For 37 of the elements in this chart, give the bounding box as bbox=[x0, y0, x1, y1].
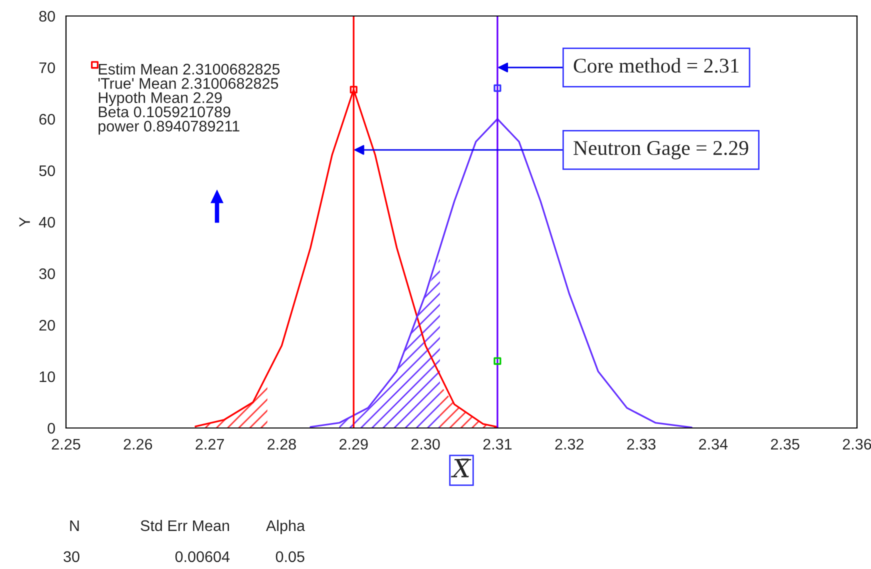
point bbox=[90, 61, 99, 69]
y-tick-label: 20 bbox=[39, 320, 55, 331]
x-tick-label: 2.35 bbox=[770, 438, 800, 450]
y-tick-label: 30 bbox=[39, 268, 55, 280]
x-tick-label: 2.31 bbox=[483, 438, 512, 450]
annotation: Core method = 2.31 bbox=[574, 58, 739, 73]
text: Std Err Mean bbox=[140, 520, 230, 532]
y-tick-label: 60 bbox=[39, 114, 55, 125]
x-tick-label: 2.28 bbox=[268, 438, 296, 450]
annotation: Neutron Gage = 2.29 bbox=[574, 141, 748, 160]
text: 30 bbox=[64, 551, 80, 562]
x-tick-label: 2.36 bbox=[842, 438, 871, 450]
point bbox=[350, 86, 358, 94]
y-tick-label: 10 bbox=[40, 371, 55, 382]
annotation: Estim Mean 2.3100682825 'True' Mean 2.3100682825 Hypoth Mean 2.29 Beta 0.1059210789 power 0.8940789211 bbox=[98, 63, 280, 135]
x-axis-title: X̄ bbox=[450, 458, 472, 478]
y-tick-label: 40 bbox=[38, 216, 55, 228]
text: N bbox=[70, 520, 79, 531]
x-tick-label: 2.29 bbox=[340, 438, 368, 450]
x-tick-label: 2.33 bbox=[627, 438, 656, 450]
x-tick-label: 2.25 bbox=[52, 438, 80, 450]
text: Alpha bbox=[266, 520, 305, 534]
x-tick-label: 2.34 bbox=[699, 438, 728, 450]
y-axis-title: Y bbox=[19, 217, 30, 227]
y-tick-label: 50 bbox=[39, 165, 55, 176]
text: 0.00604 bbox=[175, 551, 230, 562]
line-series bbox=[310, 118, 692, 428]
y-tick-label: 70 bbox=[39, 62, 55, 74]
point bbox=[494, 357, 502, 365]
y-tick-label: 0 bbox=[48, 422, 55, 434]
text: 0.05 bbox=[276, 551, 304, 562]
x-tick-label: 2.30 bbox=[411, 438, 440, 450]
x-tick-label: 2.27 bbox=[196, 438, 224, 450]
x-tick-label: 2.32 bbox=[555, 438, 584, 450]
point bbox=[494, 84, 502, 92]
x-tick-label: 2.26 bbox=[124, 438, 152, 450]
y-tick-label: 80 bbox=[39, 10, 55, 22]
